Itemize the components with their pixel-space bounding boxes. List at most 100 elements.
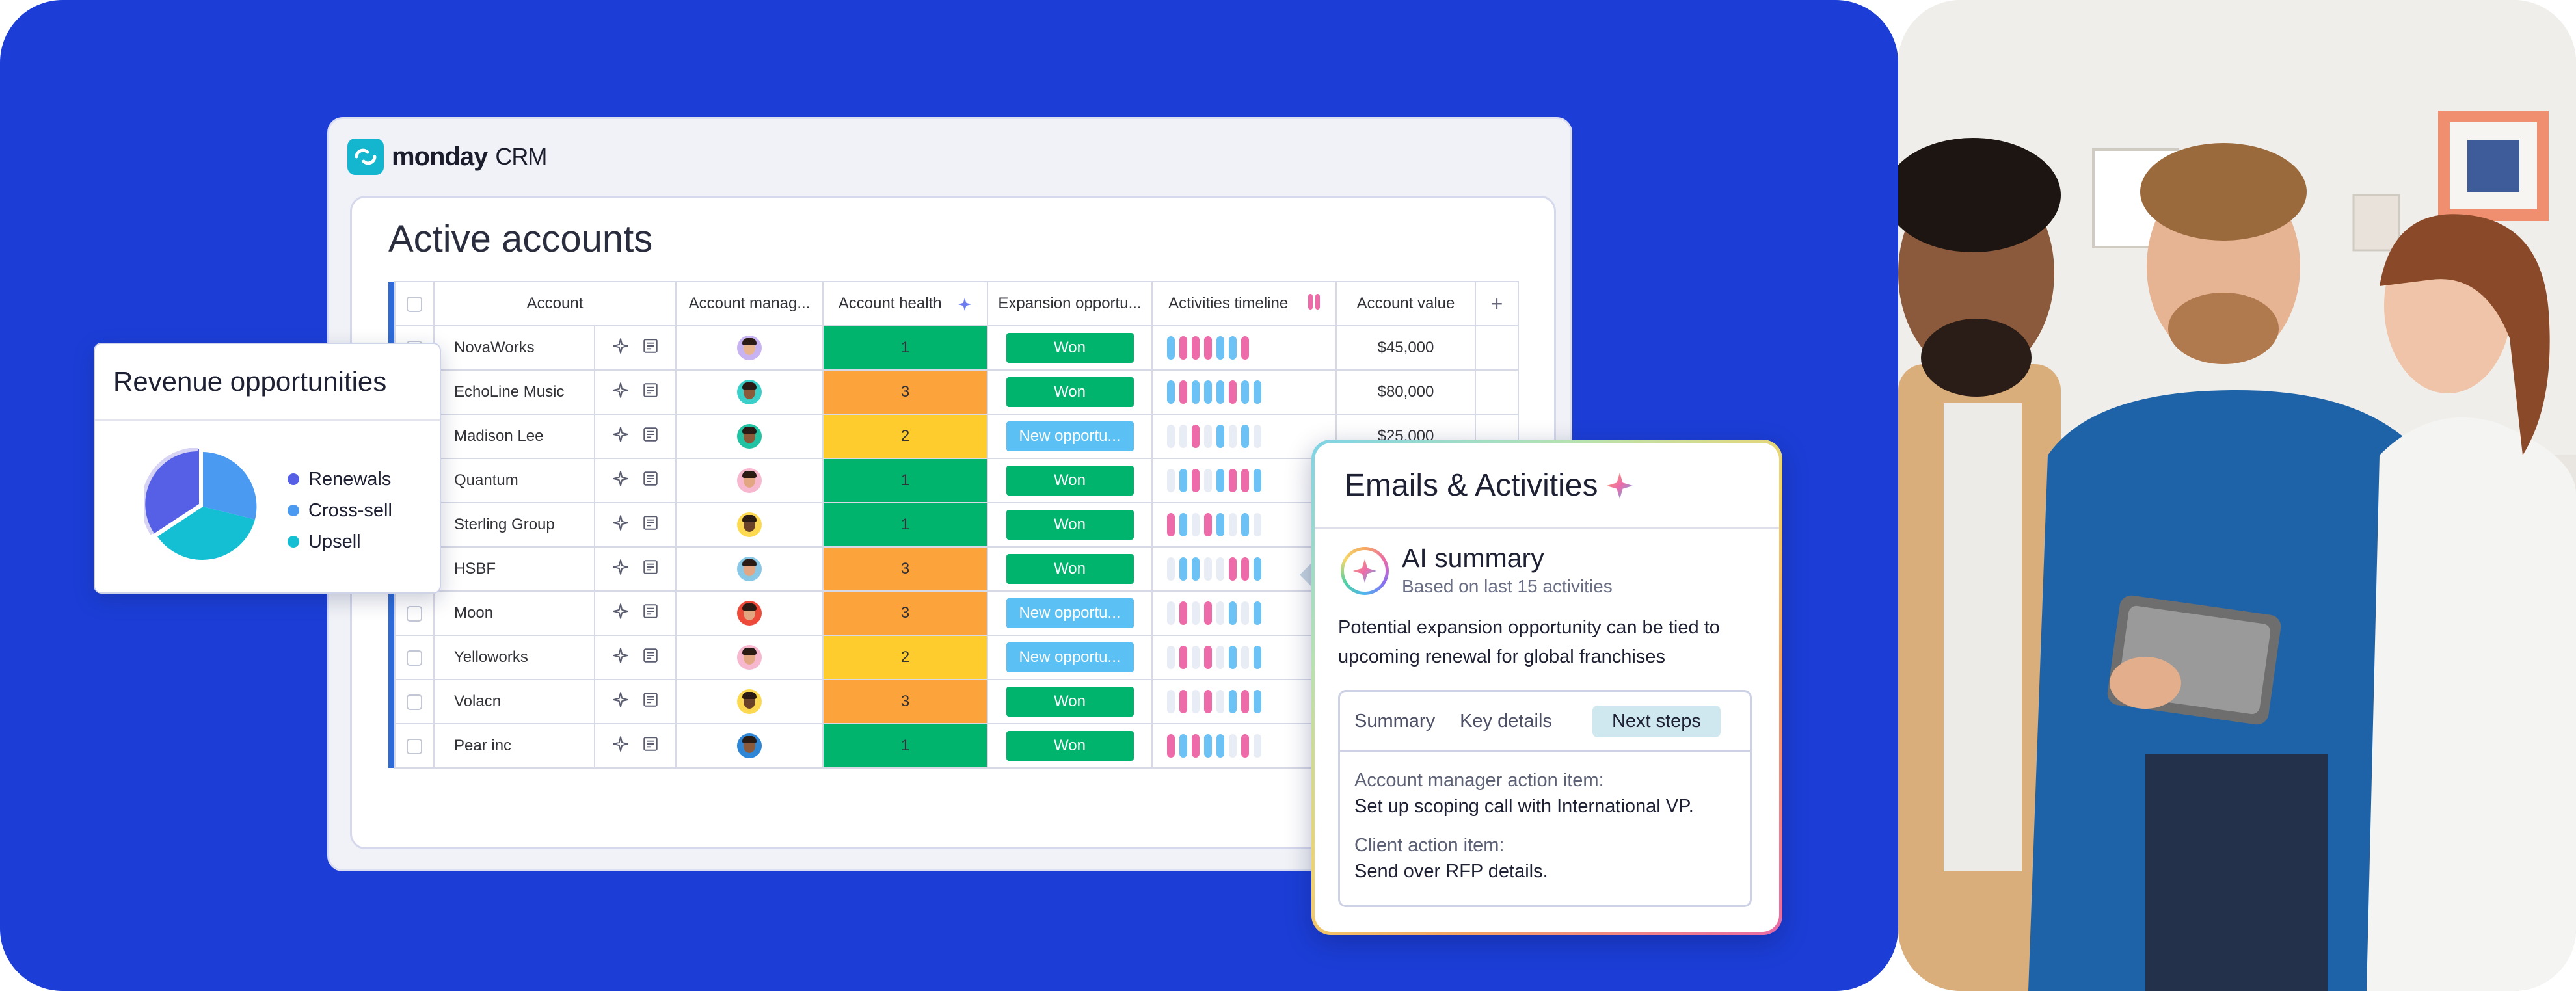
account-manager-cell[interactable] xyxy=(675,325,824,371)
row-checkbox[interactable] xyxy=(394,679,435,724)
activities-timeline-cell[interactable] xyxy=(1151,723,1337,769)
expansion-cell[interactable]: Won xyxy=(987,325,1153,371)
item-details-icon[interactable] xyxy=(642,382,659,403)
account-health-status[interactable]: 3 xyxy=(822,369,988,415)
sparkle-icon[interactable] xyxy=(612,426,629,447)
status-badge[interactable]: New opportu... xyxy=(1006,642,1134,672)
row-checkbox[interactable] xyxy=(394,723,435,769)
avatar[interactable] xyxy=(737,689,762,714)
account-value[interactable]: $45,000 xyxy=(1335,325,1476,371)
tab-summary[interactable]: Summary xyxy=(1354,710,1436,732)
item-details-icon[interactable] xyxy=(642,426,659,447)
select-all-checkbox[interactable] xyxy=(394,281,435,326)
activities-timeline-cell[interactable] xyxy=(1151,635,1337,680)
status-badge[interactable]: Won xyxy=(1006,554,1134,584)
avatar[interactable] xyxy=(737,557,762,581)
account-name[interactable]: Moon xyxy=(433,590,595,636)
column-header-account-value[interactable]: Account value xyxy=(1335,281,1476,326)
column-header-account-manager[interactable]: Account manag... xyxy=(675,281,824,326)
account-value[interactable]: $80,000 xyxy=(1335,369,1476,415)
row-checkbox[interactable] xyxy=(394,590,435,636)
row-checkbox[interactable] xyxy=(394,635,435,680)
activities-timeline-cell[interactable] xyxy=(1151,502,1337,548)
account-health-status[interactable]: 1 xyxy=(822,458,988,503)
expansion-cell[interactable]: Won xyxy=(987,723,1153,769)
column-header-activities-timeline[interactable]: Activities timeline xyxy=(1151,281,1337,326)
column-header-account-health[interactable]: Account health xyxy=(822,281,988,326)
activities-timeline-cell[interactable] xyxy=(1151,590,1337,636)
avatar[interactable] xyxy=(737,601,762,626)
item-details-icon[interactable] xyxy=(642,603,659,624)
item-details-icon[interactable] xyxy=(642,559,659,580)
account-manager-cell[interactable] xyxy=(675,723,824,769)
avatar[interactable] xyxy=(737,380,762,404)
account-name[interactable]: Volacn xyxy=(433,679,595,724)
column-header-expansion[interactable]: Expansion opportu... xyxy=(987,281,1153,326)
account-manager-cell[interactable] xyxy=(675,502,824,548)
column-header-account[interactable]: Account xyxy=(433,281,677,326)
account-name[interactable]: EchoLine Music xyxy=(433,369,595,415)
table-row[interactable]: EchoLine Music 3 Won $80,000 xyxy=(388,369,1519,415)
expansion-cell[interactable]: Won xyxy=(987,458,1153,503)
account-health-status[interactable]: 3 xyxy=(822,590,988,636)
account-manager-cell[interactable] xyxy=(675,679,824,724)
item-details-icon[interactable] xyxy=(642,470,659,492)
account-name[interactable]: Madison Lee xyxy=(433,414,595,459)
account-health-status[interactable]: 1 xyxy=(822,723,988,769)
expansion-cell[interactable]: New opportu... xyxy=(987,635,1153,680)
expansion-cell[interactable]: Won xyxy=(987,546,1153,592)
item-details-icon[interactable] xyxy=(642,647,659,668)
sparkle-icon[interactable] xyxy=(612,559,629,580)
account-name[interactable]: HSBF xyxy=(433,546,595,592)
account-name[interactable]: Quantum xyxy=(433,458,595,503)
sparkle-icon[interactable] xyxy=(612,735,629,757)
sparkle-icon[interactable] xyxy=(612,382,629,403)
sparkle-icon[interactable] xyxy=(612,337,629,359)
avatar[interactable] xyxy=(737,645,762,670)
status-badge[interactable]: Won xyxy=(1006,687,1134,717)
expansion-cell[interactable]: New opportu... xyxy=(987,590,1153,636)
account-manager-cell[interactable] xyxy=(675,590,824,636)
account-manager-cell[interactable] xyxy=(675,458,824,503)
account-manager-cell[interactable] xyxy=(675,635,824,680)
sparkle-icon[interactable] xyxy=(612,514,629,536)
activities-timeline-cell[interactable] xyxy=(1151,325,1337,371)
item-details-icon[interactable] xyxy=(642,514,659,536)
account-health-status[interactable]: 1 xyxy=(822,502,988,548)
sparkle-icon[interactable] xyxy=(612,691,629,713)
tab-next-steps[interactable]: Next steps xyxy=(1592,705,1721,737)
add-column-button[interactable]: + xyxy=(1475,281,1519,326)
account-name[interactable]: Pear inc xyxy=(433,723,595,769)
account-health-status[interactable]: 3 xyxy=(822,546,988,592)
account-health-status[interactable]: 3 xyxy=(822,679,988,724)
item-details-icon[interactable] xyxy=(642,735,659,757)
expansion-cell[interactable]: Won xyxy=(987,502,1153,548)
status-badge[interactable]: Won xyxy=(1006,466,1134,496)
account-health-status[interactable]: 2 xyxy=(822,414,988,459)
sparkle-icon[interactable] xyxy=(612,603,629,624)
activities-timeline-cell[interactable] xyxy=(1151,679,1337,724)
avatar[interactable] xyxy=(737,468,762,493)
activities-timeline-cell[interactable] xyxy=(1151,414,1337,459)
sparkle-icon[interactable] xyxy=(612,647,629,668)
expansion-cell[interactable]: Won xyxy=(987,369,1153,415)
status-badge[interactable]: Won xyxy=(1006,731,1134,761)
status-badge[interactable]: Won xyxy=(1006,510,1134,540)
account-manager-cell[interactable] xyxy=(675,546,824,592)
account-name[interactable]: Yelloworks xyxy=(433,635,595,680)
status-badge[interactable]: Won xyxy=(1006,333,1134,363)
status-badge[interactable]: Won xyxy=(1006,377,1134,407)
item-details-icon[interactable] xyxy=(642,337,659,359)
account-name[interactable]: Sterling Group xyxy=(433,502,595,548)
sparkle-icon[interactable] xyxy=(612,470,629,492)
expansion-cell[interactable]: Won xyxy=(987,679,1153,724)
avatar[interactable] xyxy=(737,512,762,537)
item-details-icon[interactable] xyxy=(642,691,659,713)
activities-timeline-cell[interactable] xyxy=(1151,458,1337,503)
activities-timeline-cell[interactable] xyxy=(1151,369,1337,415)
table-row[interactable]: Volacn 3 Won xyxy=(388,679,1519,724)
account-name[interactable]: NovaWorks xyxy=(433,325,595,371)
avatar[interactable] xyxy=(737,424,762,449)
table-row[interactable]: NovaWorks 1 Won $45,000 xyxy=(388,325,1519,371)
status-badge[interactable]: New opportu... xyxy=(1006,598,1134,628)
